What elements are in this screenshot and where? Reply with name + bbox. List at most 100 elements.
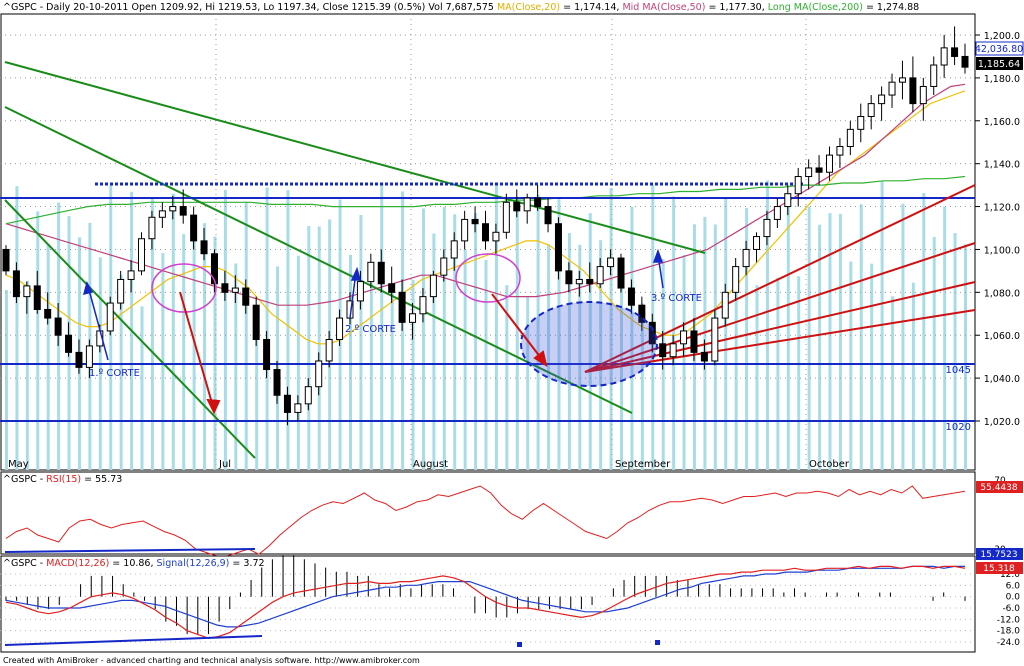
level-label-1045: 1045 — [946, 365, 971, 376]
candle-body — [607, 257, 615, 268]
candle-body — [596, 266, 604, 285]
candle-body — [857, 115, 865, 130]
candles — [2, 26, 969, 426]
volume-readout: 42,036.80 — [975, 44, 1023, 55]
candle-body — [846, 128, 854, 148]
candle-body — [825, 154, 833, 173]
volume-bar — [620, 274, 624, 470]
macd-tick-label: -18.0 — [997, 627, 1021, 637]
volume-bar — [182, 234, 186, 470]
candle-body — [450, 240, 458, 259]
volume-bar — [474, 213, 478, 470]
candle-body — [33, 285, 41, 310]
candle-body — [148, 216, 156, 240]
month-label-october: October — [809, 459, 850, 470]
rsi-header: ^GSPC - RSI(15) = 55.73 — [3, 474, 122, 485]
candle-body — [419, 296, 427, 315]
chart-header: ^GSPC - Daily 20-10-2011 Open 1209.92, H… — [3, 2, 919, 13]
candle-body — [544, 206, 552, 225]
candle-body — [294, 403, 302, 413]
price-tick-label: 1,180.0 — [984, 74, 1020, 85]
rsi-pane[interactable]: ^GSPC - RSI(15) = 55.73 70 30 55.4438 — [0, 471, 1023, 557]
header-info: - Daily 20-10-2011 Open 1209.92, Hi 1219… — [37, 2, 497, 13]
candle-body — [231, 287, 239, 293]
trend-line-red-4 — [584, 309, 976, 373]
candle-body — [252, 304, 260, 341]
price-tick-label: 1,040.0 — [984, 374, 1020, 385]
candle-body — [221, 283, 229, 293]
volume-bar — [203, 223, 207, 470]
volume-bar — [494, 182, 498, 470]
candle-body — [65, 334, 73, 353]
candle-body — [377, 261, 385, 285]
macd-name: MACD(12,26) — [46, 558, 109, 569]
macd-pane[interactable]: ^GSPC - MACD(12,26) = 10.86, Signal(12,2… — [0, 548, 1023, 653]
pattern-ellipse-1 — [151, 263, 217, 313]
candle-body — [138, 238, 146, 272]
candle-body — [513, 201, 521, 212]
month-label-jul: Jul — [218, 459, 231, 470]
signal-badge-box — [976, 562, 1023, 574]
price-axis-ticks: 1,200.0 1,180.0 1,160.0 1,140.0 1,120.0 1,100… — [975, 31, 1020, 428]
candle-body — [690, 330, 698, 353]
volume-bar — [317, 226, 321, 470]
candle-body — [210, 253, 218, 285]
rsi-pane-frame — [0, 471, 976, 555]
candle-body — [356, 281, 364, 302]
level-label-1020: 1020 — [946, 422, 971, 433]
price-pane[interactable]: 1.º CORTE 2.º CORTE 3.º CORTE 1045 1020 … — [0, 2, 976, 471]
header-symbol: ^GSPC — [3, 2, 37, 13]
candle-body — [617, 257, 625, 289]
month-grid — [215, 14, 807, 470]
candle-body — [242, 287, 250, 306]
header-ma200-value: = 1,274.88 — [863, 2, 919, 13]
volume-bar — [536, 194, 540, 471]
candle-body — [648, 321, 656, 345]
candle-body — [461, 218, 469, 242]
macd-value: = 10.86, — [109, 558, 156, 569]
volume-bar — [5, 290, 8, 470]
macd-marker-2 — [655, 640, 660, 645]
candle-body — [836, 146, 844, 156]
candle-body — [283, 394, 291, 413]
macd-badge: 15.7523 — [980, 550, 1017, 560]
volume-bar — [724, 198, 728, 470]
rsi-last-badge-box — [976, 481, 1023, 493]
candle-body — [523, 197, 531, 212]
candle-body — [753, 236, 761, 250]
candle-body — [44, 308, 52, 319]
volume-bar — [15, 186, 19, 470]
volume-bar — [390, 283, 394, 470]
candle-body — [659, 343, 667, 358]
volume-bar — [682, 255, 686, 470]
macd-tick-label: -12.0 — [997, 615, 1021, 625]
month-label-may: May — [8, 459, 29, 470]
candle-body — [919, 85, 927, 105]
volume-bar — [755, 285, 759, 470]
volume-bar — [932, 236, 936, 470]
volume-bar — [922, 192, 926, 471]
volume-bar — [609, 187, 613, 470]
volume-bar — [953, 232, 957, 470]
candle-body — [127, 270, 135, 280]
volume-bar — [776, 277, 780, 470]
candle-body — [273, 369, 281, 396]
annotation-corte-3: 3.º CORTE — [651, 293, 702, 304]
candle-body — [763, 218, 771, 238]
macd-tick-label: 0.0 — [1006, 593, 1021, 603]
price-tick-label: 1,060.0 — [984, 331, 1020, 342]
price-tick-label: 1,160.0 — [984, 117, 1020, 128]
candle-body — [898, 77, 906, 83]
candle-body — [805, 167, 813, 178]
last-price-box — [976, 57, 1023, 70]
volume-bar — [421, 208, 425, 471]
volume-bar — [463, 249, 467, 470]
volume-bar — [943, 206, 947, 471]
annotation-corte-2: 2.º CORTE — [345, 324, 396, 335]
signal-name: Signal(12,26,9) — [157, 558, 230, 569]
signal-value: = 3.72 — [229, 558, 264, 569]
trend-lines — [0, 61, 976, 459]
price-tick-label: 1,080.0 — [984, 288, 1020, 299]
volume-bar — [119, 275, 123, 470]
